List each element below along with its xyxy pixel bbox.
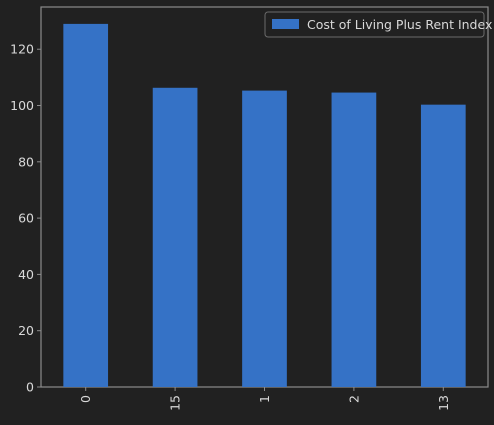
- bar-15: [152, 87, 198, 387]
- y-axis: 0 20 40 60 80 100 120: [10, 42, 41, 395]
- x-tick-label: 13: [436, 395, 451, 411]
- x-tick-label: 2: [346, 395, 361, 403]
- legend-box: [264, 11, 485, 38]
- legend-label: Cost of Living Plus Rent Index: [307, 17, 492, 32]
- x-tick-label: 0: [78, 395, 93, 403]
- x-axis: 0 15 1 2 13: [78, 387, 451, 411]
- y-tick-label: 100: [10, 98, 34, 113]
- bar-13: [420, 104, 466, 388]
- bar-1: [242, 90, 287, 387]
- legend: Cost of Living Plus Rent Index: [264, 11, 492, 38]
- y-tick-label: 80: [18, 154, 34, 169]
- y-tick-label: 20: [18, 323, 34, 338]
- bars-layer: [63, 23, 466, 388]
- y-tick-label: 40: [18, 267, 34, 282]
- legend-swatch: [272, 19, 299, 29]
- x-tick-label: 1: [257, 395, 272, 403]
- bar-0: [63, 23, 109, 387]
- bar-2: [331, 92, 377, 387]
- y-tick-label: 60: [18, 211, 34, 226]
- y-tick-label: 120: [10, 42, 34, 57]
- y-tick-label: 0: [26, 380, 34, 395]
- x-tick-label: 15: [168, 395, 183, 411]
